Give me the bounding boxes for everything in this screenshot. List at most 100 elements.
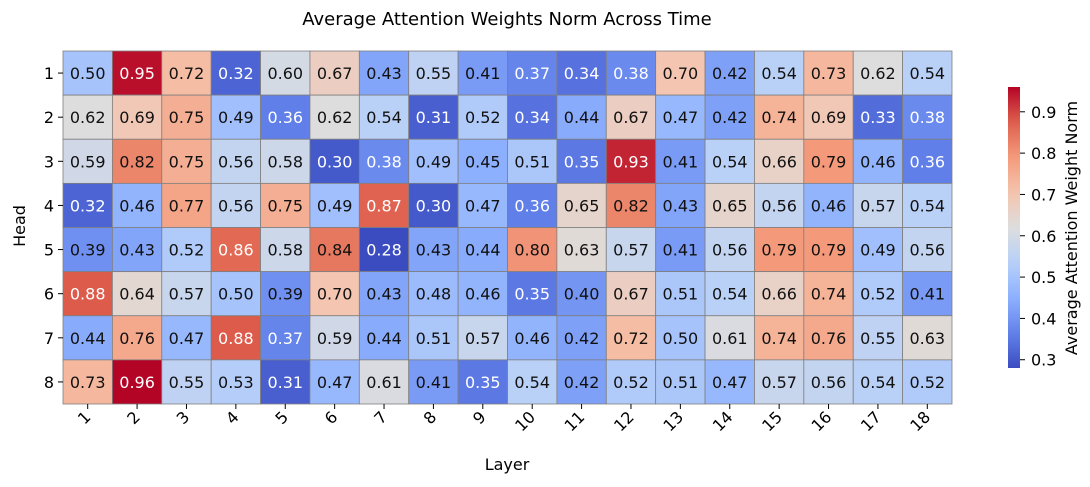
heatmap-cell bbox=[704, 182, 755, 228]
cell-value-label: 0.43 bbox=[366, 64, 402, 83]
cell-value-label: 0.52 bbox=[465, 108, 501, 127]
cell-value-label: 0.43 bbox=[366, 285, 402, 304]
heatmap-cell bbox=[803, 227, 854, 273]
cell-value-label: 0.51 bbox=[663, 373, 699, 392]
cell-value-label: 0.75 bbox=[169, 108, 205, 127]
cell-value-label: 0.47 bbox=[712, 373, 748, 392]
cell-value-label: 0.61 bbox=[366, 373, 402, 392]
cell-value-label: 0.63 bbox=[909, 329, 945, 348]
cell-value-label: 0.42 bbox=[564, 329, 600, 348]
x-tick-label: 17 bbox=[857, 407, 885, 435]
heatmap-cell bbox=[655, 359, 706, 405]
cell-value-label: 0.56 bbox=[218, 152, 254, 171]
cell-value-label: 0.76 bbox=[119, 329, 155, 348]
heatmap-cell bbox=[457, 271, 508, 317]
heatmap-cell bbox=[358, 182, 410, 228]
heatmap-cell bbox=[111, 227, 163, 273]
heatmap-cell bbox=[507, 271, 558, 317]
x-tick-label: 18 bbox=[906, 407, 934, 435]
cell-value-label: 0.43 bbox=[119, 241, 155, 260]
heatmap-cell bbox=[655, 315, 706, 361]
cell-value-label: 0.54 bbox=[909, 196, 945, 215]
cell-value-label: 0.70 bbox=[317, 285, 353, 304]
cell-value-label: 0.70 bbox=[663, 64, 699, 83]
x-axis-ticks: 1 2 3 4 5 6 7 8 9 10 11 12 13 14 15 16 17 18 bbox=[74, 404, 934, 435]
heatmap-cell bbox=[260, 227, 311, 273]
cell-value-label: 0.74 bbox=[811, 285, 847, 304]
cell-value-label: 0.73 bbox=[811, 64, 847, 83]
cell-value-label: 0.59 bbox=[70, 152, 106, 171]
cell-value-label: 0.44 bbox=[366, 329, 402, 348]
heatmap-cell bbox=[111, 50, 163, 96]
heatmap-cell bbox=[803, 359, 854, 405]
cell-value-label: 0.42 bbox=[564, 373, 600, 392]
heatmap-cell bbox=[111, 315, 163, 361]
heatmap-cells: 0.50 0.95 0.72 0.32 0.60 0.67 0.43 0.55 0.41 0.37… bbox=[62, 50, 953, 405]
cell-value-label: 0.36 bbox=[909, 152, 945, 171]
cell-value-label: 0.39 bbox=[267, 285, 303, 304]
cell-value-label: 0.66 bbox=[761, 285, 797, 304]
cell-value-label: 0.72 bbox=[613, 329, 649, 348]
cell-value-label: 0.52 bbox=[613, 373, 649, 392]
cell-value-label: 0.46 bbox=[119, 196, 155, 215]
cell-value-label: 0.59 bbox=[317, 329, 353, 348]
cell-value-label: 0.82 bbox=[613, 196, 649, 215]
cell-value-label: 0.88 bbox=[70, 285, 106, 304]
cell-value-label: 0.57 bbox=[465, 329, 501, 348]
y-tick-label: 4 bbox=[44, 196, 54, 215]
heatmap-cell bbox=[852, 227, 904, 273]
cell-value-label: 0.36 bbox=[267, 108, 303, 127]
cell-value-label: 0.47 bbox=[317, 373, 353, 392]
heatmap-cell bbox=[210, 138, 261, 184]
heatmap-cell bbox=[605, 315, 657, 361]
colorbar-tick-label: 0.4 bbox=[1031, 309, 1056, 328]
heatmap-cell bbox=[803, 315, 854, 361]
cell-value-label: 0.61 bbox=[712, 329, 748, 348]
cell-value-label: 0.55 bbox=[860, 329, 896, 348]
cell-value-label: 0.46 bbox=[860, 152, 896, 171]
heatmap-cell bbox=[754, 315, 805, 361]
x-tick-label: 8 bbox=[420, 407, 441, 428]
cell-value-label: 0.69 bbox=[811, 108, 847, 127]
heatmap-cell bbox=[358, 227, 410, 273]
heatmap-cell bbox=[507, 94, 558, 140]
cell-value-label: 0.47 bbox=[169, 329, 205, 348]
heatmap-cell bbox=[161, 50, 212, 96]
cell-value-label: 0.36 bbox=[514, 196, 550, 215]
y-tick-label: 1 bbox=[44, 64, 54, 83]
heatmap-cell bbox=[111, 182, 163, 228]
x-tick-label: 15 bbox=[758, 407, 786, 435]
heatmap-cell bbox=[260, 271, 311, 317]
heatmap-cell bbox=[704, 50, 755, 96]
x-tick-label: 16 bbox=[808, 407, 836, 435]
heatmap-cell bbox=[507, 182, 558, 228]
cell-value-label: 0.44 bbox=[465, 241, 501, 260]
heatmap-cell bbox=[62, 50, 113, 96]
heatmap-cell bbox=[655, 182, 706, 228]
cell-value-label: 0.73 bbox=[70, 373, 106, 392]
heatmap-cell bbox=[655, 271, 706, 317]
cell-value-label: 0.39 bbox=[70, 241, 106, 260]
cell-value-label: 0.72 bbox=[169, 64, 205, 83]
heatmap-cell bbox=[605, 138, 657, 184]
cell-value-label: 0.54 bbox=[712, 285, 748, 304]
cell-value-label: 0.44 bbox=[564, 108, 600, 127]
cell-value-label: 0.76 bbox=[811, 329, 847, 348]
heatmap-cell bbox=[457, 94, 508, 140]
colorbar-tick-label: 0.6 bbox=[1031, 227, 1056, 246]
heatmap-cell bbox=[457, 138, 508, 184]
cell-value-label: 0.49 bbox=[218, 108, 254, 127]
cell-value-label: 0.96 bbox=[119, 373, 155, 392]
heatmap-cell bbox=[210, 227, 261, 273]
cell-value-label: 0.46 bbox=[514, 329, 550, 348]
cell-value-label: 0.67 bbox=[317, 64, 353, 83]
cell-value-label: 0.57 bbox=[860, 196, 896, 215]
cell-value-label: 0.30 bbox=[416, 196, 452, 215]
cell-value-label: 0.35 bbox=[465, 373, 501, 392]
colorbar: 0.3 0.4 0.5 0.6 0.7 0.8 0.9 Average Attention … bbox=[1008, 87, 1081, 370]
colorbar-tick-label: 0.3 bbox=[1031, 351, 1056, 370]
cell-value-label: 0.56 bbox=[712, 241, 748, 260]
x-tick-label: 1 bbox=[74, 407, 95, 428]
heatmap-cell bbox=[754, 227, 805, 273]
cell-value-label: 0.54 bbox=[860, 373, 896, 392]
